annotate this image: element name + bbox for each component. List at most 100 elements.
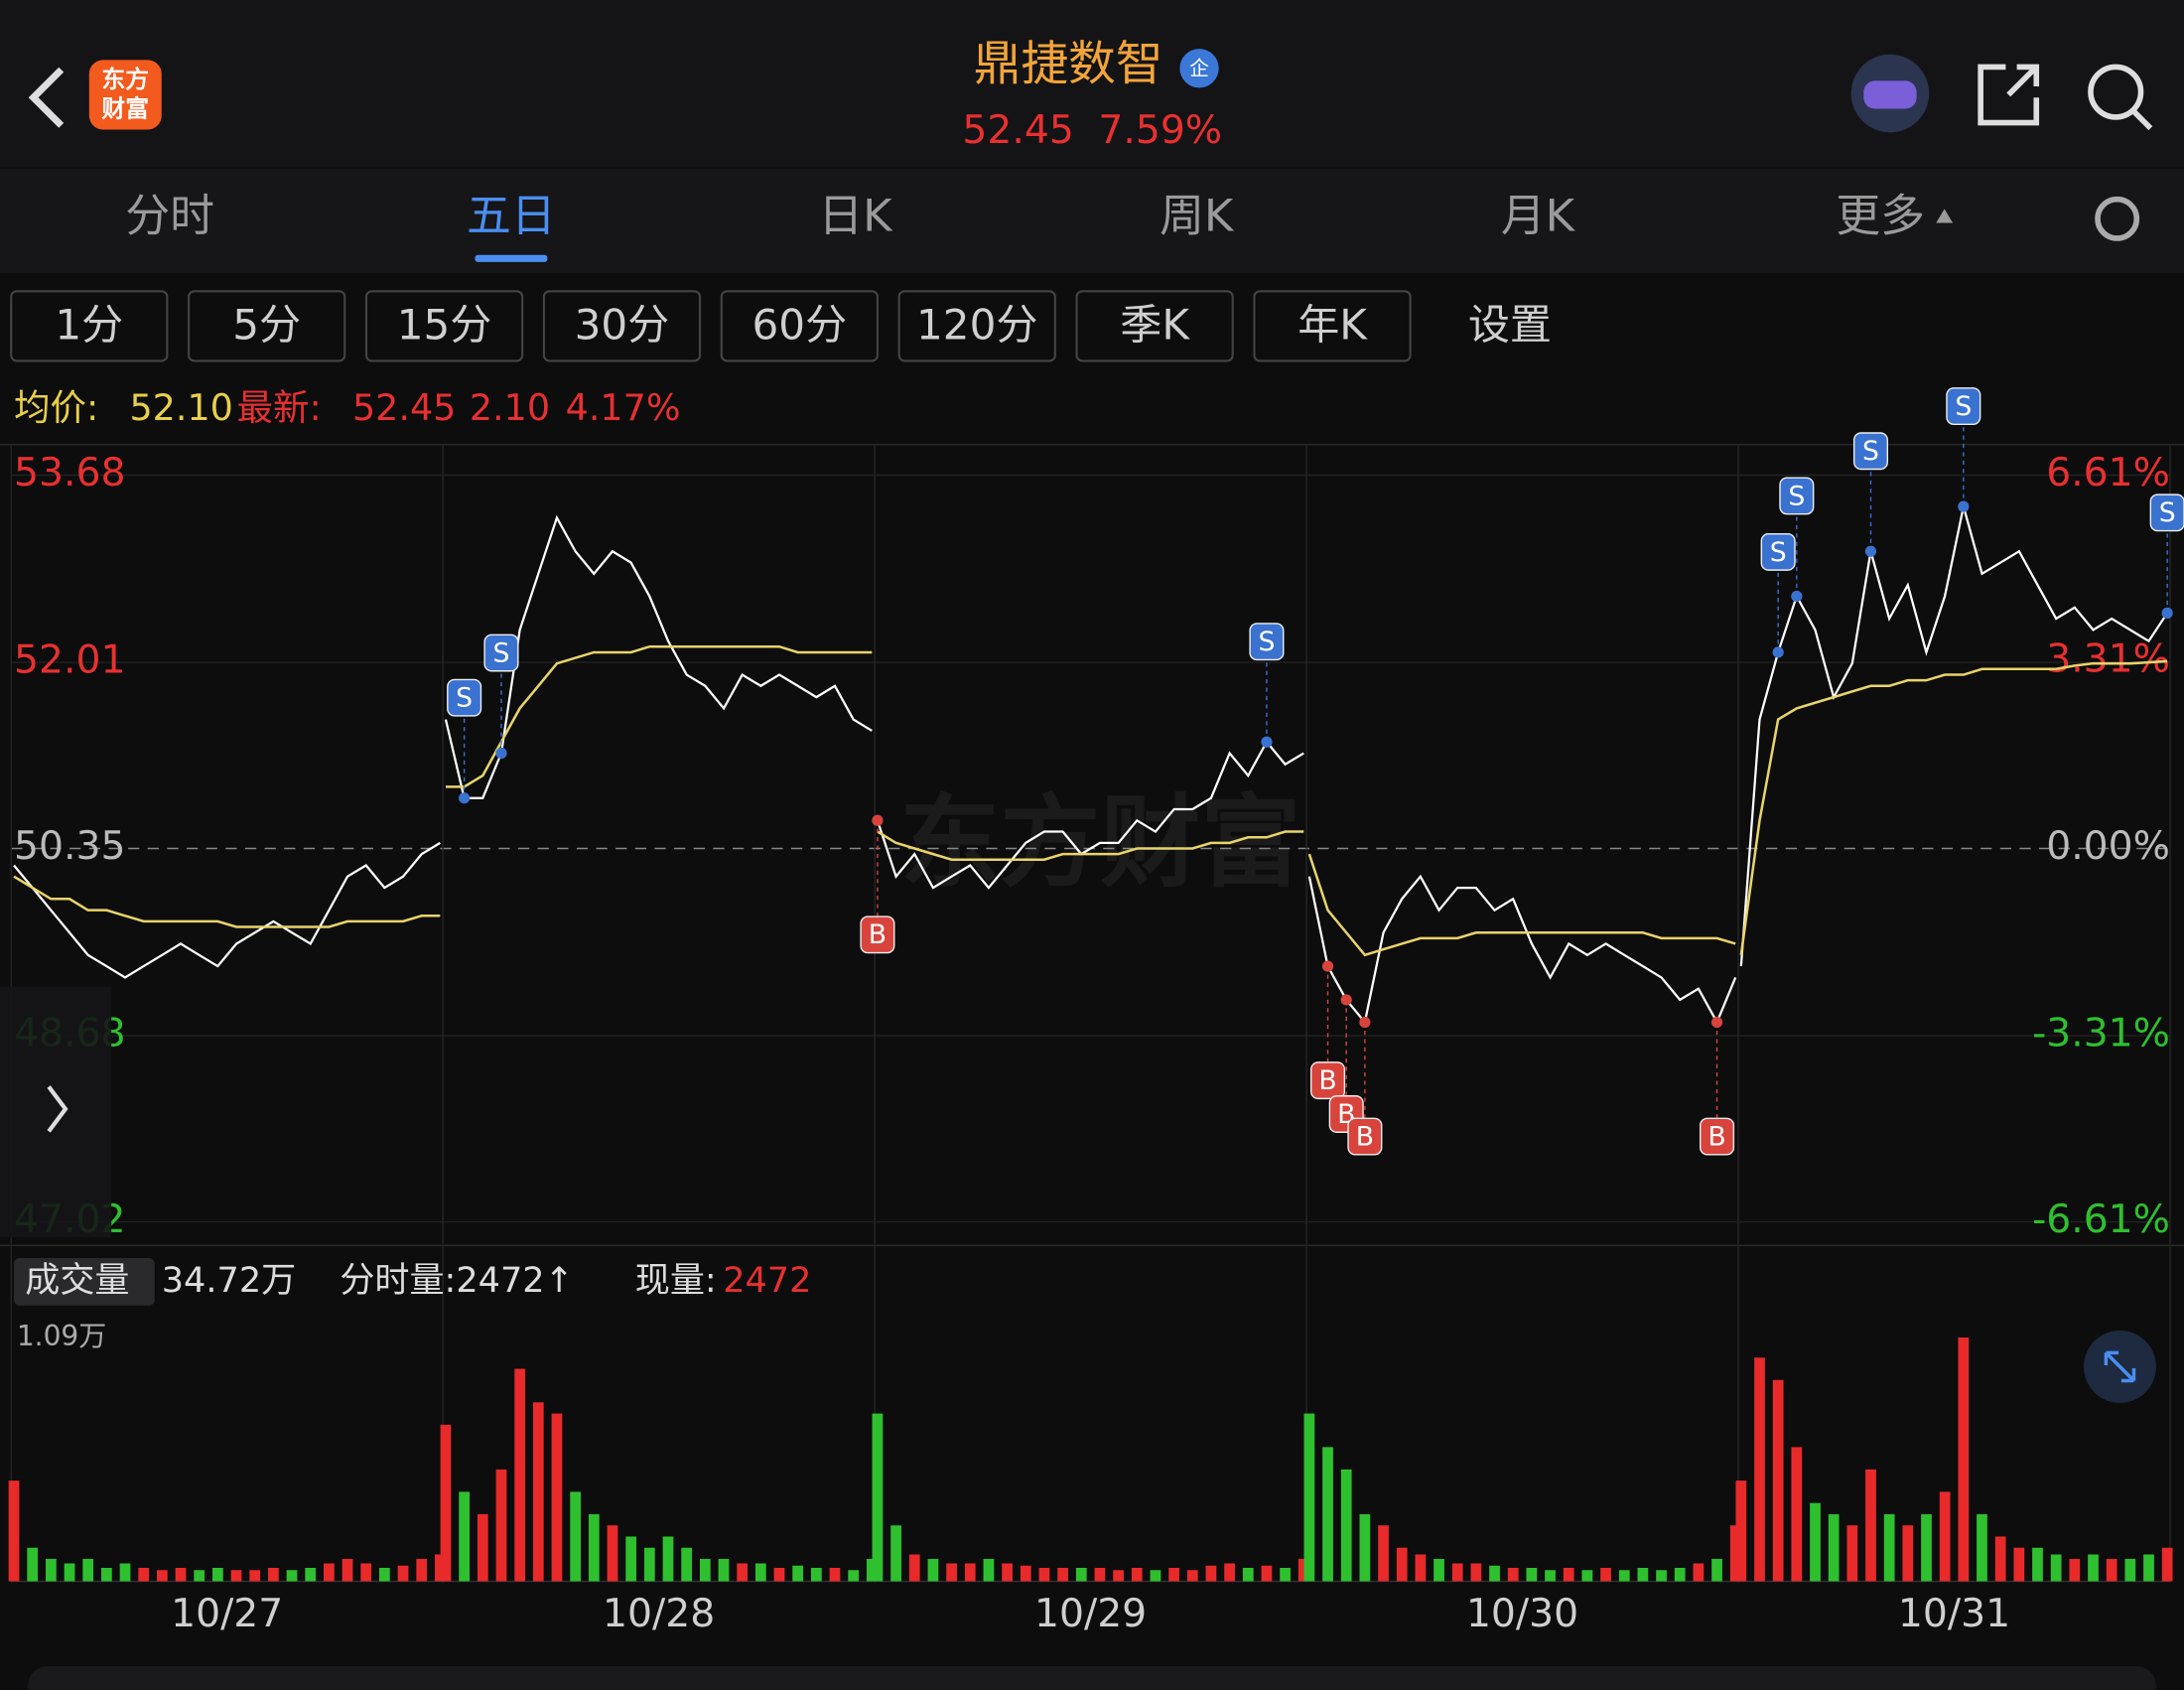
marker-dot — [1791, 590, 1803, 603]
volume-bar — [890, 1525, 901, 1582]
marker-dot — [1359, 1016, 1371, 1029]
marker-badge — [1347, 1117, 1383, 1156]
volume-bar — [718, 1558, 730, 1582]
avg-line — [1739, 659, 2168, 956]
marker-label: B — [1318, 1065, 1336, 1096]
avg-line — [1307, 853, 1736, 957]
volume-bar — [810, 1568, 822, 1582]
x-tick-label: 10/30 — [1466, 1592, 1578, 1636]
price-line — [876, 740, 1304, 890]
volume-bar — [1754, 1357, 1765, 1582]
info-row: 均价: 52.10 最新: 52.45 2.10 4.17% — [14, 386, 680, 429]
stock-price: 52.45 — [962, 108, 1073, 153]
volume-bar — [946, 1563, 957, 1582]
volume-bar — [792, 1565, 804, 1582]
volume-bar — [211, 1568, 223, 1582]
tab[interactable]: 日K — [818, 189, 893, 241]
volume-bar — [1057, 1568, 1068, 1582]
marker-badge — [1852, 432, 1889, 471]
marker-dot — [1710, 1016, 1723, 1029]
now-volume-label: 现量: — [635, 1260, 717, 1301]
period-button[interactable] — [10, 290, 169, 362]
volume-bar — [1693, 1563, 1705, 1582]
volume-bar — [1020, 1565, 1031, 1582]
y2-tick-label: 3.31% — [2046, 637, 2170, 682]
volume-bar — [570, 1491, 582, 1582]
volume-bar — [1280, 1568, 1291, 1582]
volume-bar — [1563, 1568, 1574, 1582]
settings-icon[interactable] — [2095, 196, 2140, 241]
volume-bar — [964, 1563, 976, 1582]
volume-bar — [625, 1536, 637, 1582]
marker-badge — [2149, 493, 2184, 532]
marker-label: S — [1955, 391, 1972, 422]
tick-volume: 分时量:2472↑ — [340, 1260, 574, 1301]
volume-selector[interactable] — [14, 1258, 155, 1306]
marker-badge — [1946, 387, 1981, 426]
marker-label: S — [1258, 627, 1275, 657]
volume-bar — [866, 1558, 878, 1582]
volume-bar — [643, 1547, 655, 1582]
x-tick-label: 10/31 — [1898, 1592, 2010, 1636]
period-button[interactable] — [1253, 290, 1412, 362]
volume-bar — [1637, 1568, 1649, 1582]
back-button[interactable] — [28, 67, 65, 128]
volume-bar — [908, 1554, 920, 1582]
period-button[interactable] — [1075, 290, 1234, 362]
volume-bar — [1656, 1570, 1667, 1582]
volume-bar — [1433, 1558, 1444, 1582]
volume-bar — [45, 1558, 57, 1582]
volume-bar — [1224, 1563, 1235, 1582]
volume-bar — [1131, 1568, 1143, 1582]
share-icon[interactable] — [1978, 64, 2040, 126]
volume-bar — [1205, 1565, 1217, 1582]
more-arrow — [1936, 209, 1954, 223]
volume-bar — [1359, 1513, 1371, 1582]
tab[interactable]: 月K — [1501, 189, 1576, 241]
volume-bar — [1883, 1513, 1895, 1582]
period-button[interactable] — [542, 290, 702, 362]
volume-bar — [305, 1568, 317, 1582]
volume-bar — [607, 1525, 618, 1582]
tab[interactable]: 分时 — [125, 189, 214, 241]
period-button[interactable] — [897, 290, 1056, 362]
volume-bar — [156, 1570, 168, 1582]
tab[interactable]: 周K — [1160, 189, 1235, 241]
marker-label: S — [493, 637, 510, 668]
period-label: 30分 — [575, 300, 670, 349]
volume-bar — [175, 1568, 187, 1582]
y2-tick-label: 0.00% — [2046, 824, 2170, 869]
volume-bar — [1735, 1480, 1747, 1582]
period-button[interactable] — [720, 290, 879, 362]
volume-bar — [699, 1558, 711, 1582]
volume-bar — [1297, 1558, 1309, 1582]
marker-label: S — [456, 683, 473, 714]
volume-bar — [1094, 1568, 1106, 1582]
side-panel-toggle[interactable] — [0, 986, 112, 1237]
search-icon-handle — [2131, 109, 2153, 131]
search-icon[interactable] — [2088, 64, 2144, 120]
volume-bar — [1378, 1525, 1389, 1582]
period-label[interactable]: 设置 — [1468, 300, 1552, 349]
tab[interactable]: 更多 — [1836, 189, 1925, 241]
avg-label: 均价: — [14, 386, 98, 429]
marker-dot — [459, 792, 471, 804]
app-logo[interactable] — [88, 60, 162, 130]
latest-pct: 4.17% — [566, 386, 681, 429]
marker-label: S — [1788, 481, 1805, 511]
volume-bar — [754, 1563, 766, 1582]
period-button[interactable] — [188, 290, 346, 362]
period-label: 60分 — [752, 300, 848, 349]
volume-bar — [1038, 1568, 1050, 1582]
period-button[interactable] — [364, 290, 524, 362]
y-tick-label: 52.01 — [14, 638, 125, 683]
avg-line — [13, 875, 441, 928]
tab[interactable]: 五日 — [467, 189, 556, 241]
volume-bar — [194, 1570, 205, 1582]
volume-bar — [1303, 1413, 1315, 1582]
volume-bar — [1415, 1554, 1427, 1582]
volume-bar — [514, 1368, 526, 1582]
marker-dot — [1958, 500, 1970, 512]
